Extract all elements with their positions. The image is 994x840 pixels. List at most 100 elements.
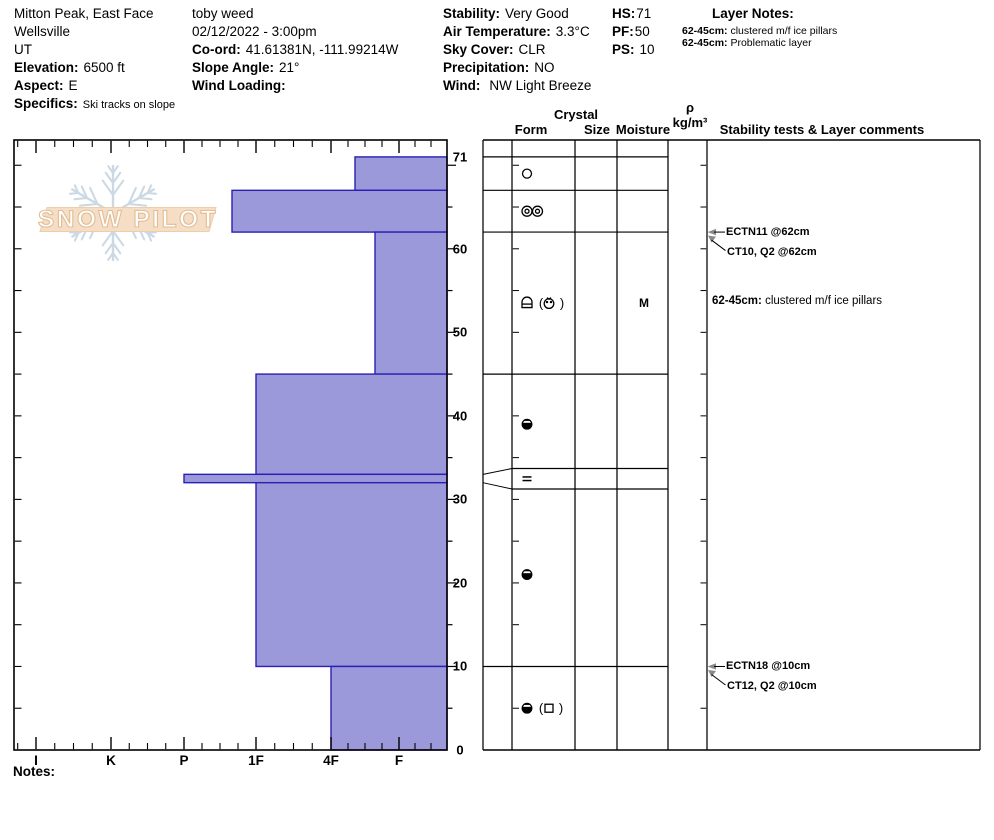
hardness-tick-label: F [394,753,404,768]
snowpilot-logo: SNOW PILOT [37,164,218,262]
snowflake-branch [146,231,158,235]
layer-bar-45-33 [255,373,448,476]
depth-tick-label: 60 [452,241,468,257]
layer-note: 62-45cm: clustered m/f ice pillars [682,25,838,37]
crystal-crust-icon [521,296,533,309]
layer-bar-32-10 [255,481,448,668]
layer-bar-62-45 [374,231,448,375]
grid-line [482,468,513,475]
snowflake-branch [111,241,122,255]
depth-tick-label: 40 [452,408,468,424]
test-arrow-icon [708,235,716,243]
conditions-block: Stability: Very Good Air Temperature: 3.3°… [443,5,591,95]
size-column-header: Size [583,122,611,137]
snowflake-branch [146,231,153,242]
snowflake-branch [111,179,125,197]
pf-line: PF:50 [612,24,650,39]
crystal-ring-icon [531,205,544,217]
snowflake-branch [146,184,153,195]
svg-text:(: ( [539,296,544,311]
moisture-value: M [639,296,649,310]
notes-label: Notes: [13,764,56,779]
hardness-tick-label: 4F [323,753,339,768]
crystal-cluster-icon [543,297,555,310]
logo-band [39,207,217,232]
pit-name: Mitton Peak, East Face [14,6,154,21]
crystal-paren-open-icon: ( [539,701,544,716]
snowflake-branch [68,231,80,235]
depth-tick-label: 50 [452,324,468,340]
observer: toby weed [192,6,254,21]
crystal-facet-icon [544,703,554,713]
depth-tick-label: 0 [456,742,464,758]
snowflake-branch [111,251,119,261]
hardness-tick-label: P [179,753,189,768]
test-arrow-icon [708,669,716,677]
crystal-ice-lens-icon [522,476,532,482]
density-units-header: kg/m³ [672,115,708,130]
chart-border [13,139,448,751]
snowflake-branch [104,241,115,255]
snowflake-branch [101,179,115,197]
wind-loading-line: Wind Loading: [192,78,286,93]
snowflake-branch [127,202,148,207]
stability-line: Stability: Very Good [443,6,569,21]
moisture-column-header: Moisture [615,122,671,137]
stability-test-result: CT10, Q2 @62cm [727,246,817,258]
ps-line: PS: 10 [612,42,655,57]
snowflake-branch [107,165,115,175]
snowflake-branch [80,185,89,200]
crystal-melt-round-icon [521,418,533,430]
crystal-column-header: Crystal [553,107,599,122]
layer-notes-block: Layer Notes: 62-45cm: clustered m/f ice … [682,5,837,49]
specifics-line: Specifics: Ski tracks on slope [14,96,176,111]
snowflake-branch [73,196,89,201]
depth-tick-label: 10 [452,658,468,674]
hardness-tick-label: K [106,753,116,768]
layer-comment: 62-45cm: clustered m/f ice pillars [712,295,882,307]
logo-text: SNOW PILOT [38,206,218,233]
crystal-paren-open-icon: ( [539,296,544,311]
air-temp-line: Air Temperature: 3.3°C [443,24,590,39]
layer-comment-text: clustered m/f ice pillars [761,295,883,307]
snowflake-branch [101,229,115,247]
aspect-line: Aspect: E [14,78,78,93]
crystal-paren-close-icon: ) [560,296,564,311]
layer-bar-71-67 [354,156,448,192]
snowflake-branch [78,202,99,207]
svg-text:): ) [559,701,563,716]
stability-column-header: Stability tests & Layer comments [719,122,925,137]
form-column-header: Form [514,122,548,137]
crystal-melt-round-icon [521,702,533,714]
hardness-tick-label: 1F [248,753,264,768]
hs-line: HS:71 [612,6,652,21]
state: UT [14,42,32,57]
sky-cover-line: Sky Cover: CLR [443,42,546,57]
elevation-line: Elevation: 6500 ft [14,60,125,75]
density-symbol-header: ρ [685,100,695,115]
snowflake-branch [137,185,146,200]
grid-line [711,674,726,686]
snowflake-branch [111,165,119,175]
crystal-paren-close-icon: ) [559,701,563,716]
layer-note: 62-45cm: Problematic layer [682,36,812,49]
snowflake-branch [73,184,80,195]
snowflake-branch [127,186,137,206]
snowflake-branch [146,191,158,195]
snowflake-branch [111,171,122,185]
location-block: Mitton Peak, East Face Wellsville UT Ele… [14,5,175,114]
wind-line: Wind: NW Light Breeze [443,78,592,93]
layer-bar-10-0 [330,665,448,751]
depth-tick-label: 30 [452,491,468,507]
test-arrow-icon [707,228,716,236]
layer-comment-range: 62-45cm: [712,295,762,307]
grid-line [482,482,513,490]
stability-test-result: ECTN18 @10cm [726,660,811,672]
coord-line: Co-ord: 41.61381N, -111.99214W [192,42,399,57]
test-arrow-icon [707,663,716,670]
crystal-circle-icon [521,168,533,179]
snow-depth-block: HS:71 PF:50 PS: 10 [612,5,655,59]
